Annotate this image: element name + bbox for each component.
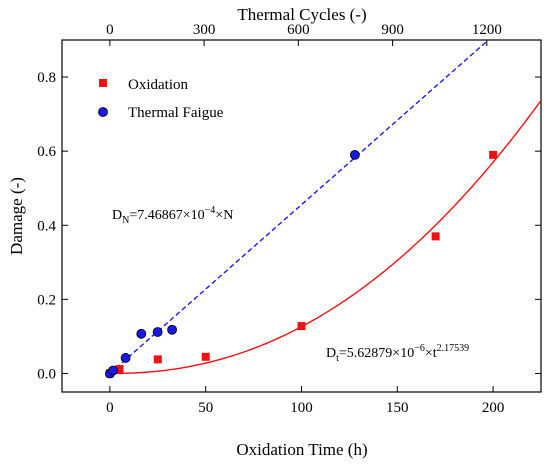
x2-axis-title: Thermal Cycles (-) — [237, 5, 366, 24]
legend-marker-thermal-fatigue — [98, 107, 108, 117]
thermal-fatigue-point — [152, 327, 163, 337]
oxidation-fit-curve — [109, 100, 541, 375]
thermal-fatigue-point — [120, 353, 131, 363]
x2-tick-label: 300 — [193, 22, 216, 38]
y-tick-label: 0.2 — [37, 292, 56, 308]
oxidation-point — [297, 322, 306, 331]
x2-tick-label: 1200 — [472, 22, 502, 38]
oxidation-point — [115, 365, 124, 374]
x2-tick-label: 0 — [106, 22, 114, 38]
fit-equation-oxidation: Dt=5.62879×10−6×t2.17539 — [326, 343, 469, 364]
legend-label-thermal-fatigue: Thermal Faigue — [128, 105, 224, 121]
axis-ticks: 0 50 100 150 200 0 300 600 900 1200 0.0 0.2 0.4 0.6 0.… — [37, 22, 541, 416]
x-axis-title: Oxidation Time (h) — [236, 440, 367, 459]
x-tick-label: 100 — [290, 400, 313, 416]
legend-label-oxidation: Oxidation — [128, 77, 188, 93]
thermal-fatigue-point — [167, 324, 177, 335]
x-tick-label: 200 — [482, 400, 505, 416]
thermal-fatigue-fit-line — [109, 40, 488, 374]
y-tick-label: 0.0 — [37, 366, 56, 382]
y-tick-label: 0.8 — [37, 70, 56, 86]
oxidation-point — [153, 355, 162, 364]
thermal-fatigue-point — [108, 365, 118, 376]
x2-tick-label: 600 — [287, 22, 310, 38]
y-tick-label: 0.6 — [37, 144, 56, 160]
oxidation-point — [431, 232, 440, 241]
x-tick-label: 50 — [198, 400, 213, 416]
y-axis-title: Damage (-) — [7, 177, 26, 255]
fit-equation-thermal: DN=7.46867×10−4×N — [112, 205, 233, 226]
y-tick-label: 0.4 — [37, 218, 56, 234]
thermal-fatigue-point — [349, 149, 360, 160]
fit-lines — [109, 40, 541, 375]
legend-marker-oxidation — [99, 79, 107, 87]
oxidation-point — [201, 352, 210, 361]
oxidation-point — [489, 150, 498, 159]
x-tick-label: 0 — [106, 400, 114, 416]
x2-tick-label: 900 — [381, 22, 404, 38]
thermal-fatigue-point — [136, 328, 147, 339]
x-tick-label: 150 — [386, 400, 409, 416]
legend: Oxidation Thermal Faigue — [98, 77, 224, 121]
data-points — [105, 149, 498, 379]
